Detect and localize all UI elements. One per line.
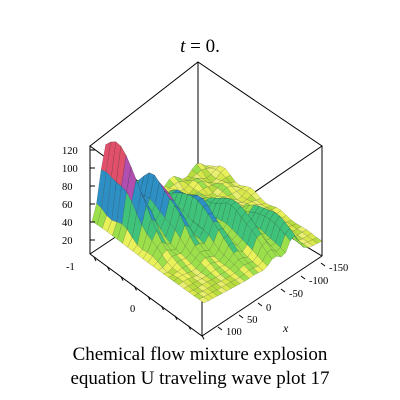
z-tick-label: 20 [62, 236, 73, 247]
y-tick-label: 0 [130, 304, 135, 315]
x-tick-mark [257, 302, 263, 307]
x-tick-label: -100 [309, 276, 328, 287]
x-tick-label: -50 [289, 289, 303, 300]
z-tick-label: 80 [62, 182, 73, 193]
x-tick-mark [217, 326, 223, 331]
surface-patch [198, 296, 209, 304]
y-tick-mark [188, 325, 191, 330]
title-variable: t [180, 36, 186, 57]
x-tick-label: 100 [226, 327, 242, 338]
y-tick-mark [161, 305, 164, 311]
z-tick-label: 60 [62, 200, 73, 211]
x-tick-label: -150 [329, 263, 348, 274]
z-tick-label: 120 [62, 146, 78, 157]
x-axis-label: x [282, 321, 289, 335]
x-tick-label: 0 [266, 303, 271, 314]
x-tick-mark [238, 314, 244, 319]
plot-title: t = 0. [180, 36, 220, 57]
x-axis-ticks: -150-100 -50 0 50 100 [217, 262, 348, 338]
box-vertical-edges [89, 62, 323, 336]
x-tick-mark [320, 262, 326, 267]
z-tick-label: 100 [62, 164, 78, 175]
z-tick-label: 40 [62, 218, 73, 229]
y-tick-mark [107, 266, 110, 272]
y-tick-mark [201, 335, 205, 340]
caption-line-2: equation U traveling wave plot 17 [70, 368, 330, 389]
y-tick-label: -1 [66, 262, 75, 273]
y-axis-ticks: -1 0 [66, 256, 205, 340]
y-tick-mark [120, 276, 124, 281]
caption-line-1: Chemical flow mixture explosion [72, 344, 328, 365]
y-tick-mark [174, 315, 178, 321]
y-tick-mark [134, 286, 137, 291]
y-tick-mark [147, 295, 151, 301]
x-tick-mark [280, 288, 286, 293]
z-axis-ticks: 120 100 80 60 40 20 [62, 146, 95, 247]
x-tick-label: 50 [247, 315, 258, 326]
title-value: 0. [206, 36, 220, 57]
y-tick-mark [93, 256, 97, 262]
wave-surface [91, 141, 323, 304]
x-tick-mark [300, 275, 306, 280]
